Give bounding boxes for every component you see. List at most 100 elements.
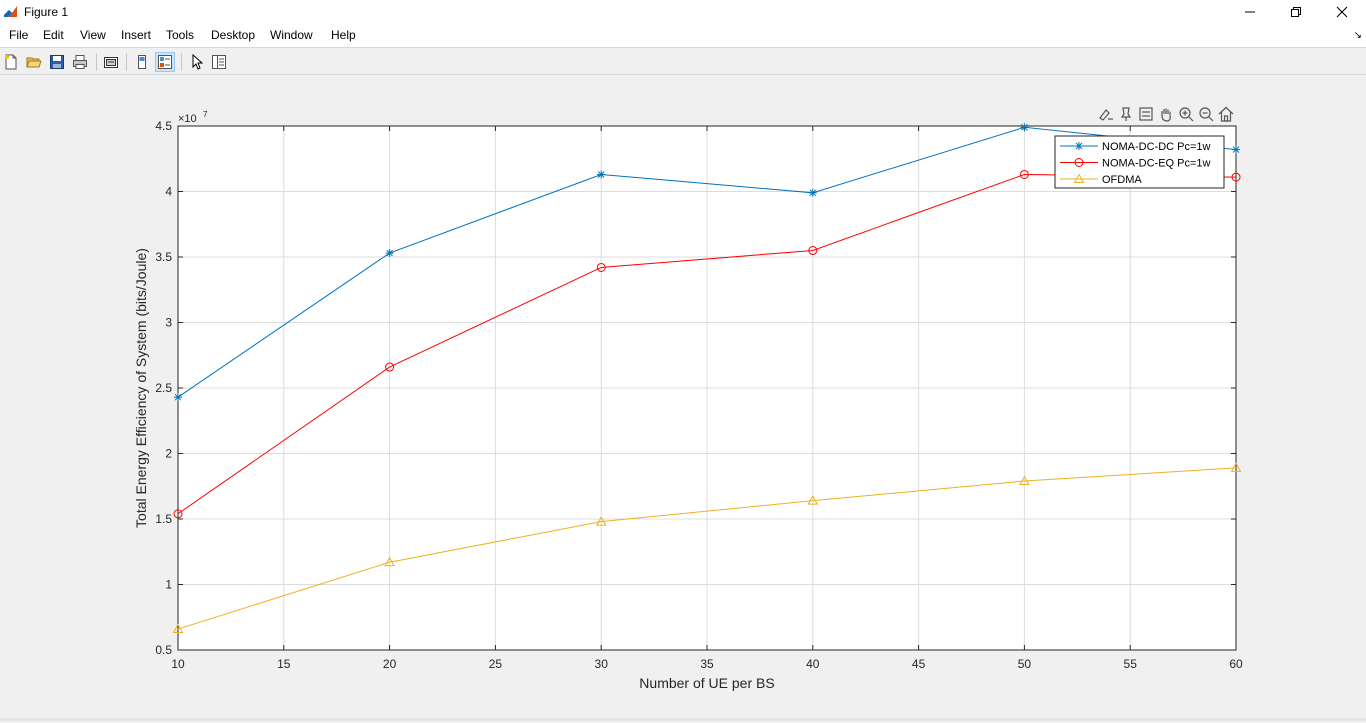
y-tick-label: 1 [165, 578, 172, 592]
menu-view[interactable]: View [80, 28, 106, 42]
menu-insert[interactable]: Insert [121, 28, 152, 42]
minimize-button[interactable] [1227, 0, 1273, 24]
series-line-2[interactable] [177, 467, 1237, 630]
menu-window[interactable]: Window [270, 28, 313, 42]
zoom-out-icon[interactable] [1199, 107, 1214, 122]
legend-toggle-icon-part [1139, 107, 1153, 121]
data-point-series-1 [385, 362, 395, 372]
data-point-series-1 [173, 509, 183, 519]
data-tips-icon[interactable] [1120, 107, 1132, 121]
x-tick-label: 20 [383, 657, 397, 671]
data-point-series-0 [174, 393, 182, 402]
legend-toggle-icon[interactable] [1139, 107, 1153, 121]
x-tick-label: 45 [912, 657, 926, 671]
y-axis-exponent-power: 7 [203, 110, 208, 119]
new-figure-button[interactable] [1, 52, 21, 72]
legend-marker-0 [1075, 142, 1083, 150]
data-point-series-2 [807, 495, 819, 505]
window-bottom-edge [0, 718, 1366, 721]
print-button[interactable] [70, 52, 90, 72]
menu-edit[interactable]: Edit [43, 28, 64, 42]
property-inspector-button[interactable] [209, 52, 229, 72]
zoom-out-icon-part [1199, 107, 1211, 119]
data-point-series-1 [808, 245, 818, 255]
x-tick-label: 40 [806, 657, 820, 671]
menu-overflow-arrow-icon[interactable]: ↘ [1353, 30, 1362, 41]
x-tick-label: 50 [1018, 657, 1032, 671]
y-tick-label: 1.5 [155, 512, 172, 526]
data-point-series-1 [596, 262, 606, 272]
marker-stroke [597, 171, 605, 178]
axes-box [177, 125, 1237, 651]
legend-label-1: NOMA-DC-EQ Pc=1w [1102, 158, 1211, 170]
legend-marker-1 [1074, 158, 1084, 167]
brush-icon[interactable] [1099, 109, 1113, 121]
toolbar-separator [126, 53, 127, 71]
marker-stroke [809, 189, 817, 197]
restore-view-icon[interactable] [1218, 106, 1234, 122]
show-plot-tools-button[interactable] [155, 52, 175, 72]
menu-tools[interactable]: Tools [166, 28, 195, 42]
figure-canvas: 10 15 20 25 30 35 40 45 50 55 60 0.5 1 1.5 2 2.5 3 3.5 4 4.… [0, 75, 1366, 718]
x-tick-label: 30 [595, 657, 609, 671]
data-point-series-0 [385, 249, 394, 258]
maximize-button[interactable] [1273, 0, 1319, 24]
window-title-bar: Figure 1 [0, 0, 1366, 24]
save-button[interactable] [47, 52, 67, 72]
matlab-app-icon [3, 4, 18, 19]
open-file-button[interactable] [24, 52, 44, 72]
menu-help[interactable]: Help [331, 28, 356, 42]
data-point-series-2 [1019, 475, 1030, 486]
pan-icon-part [1161, 108, 1171, 122]
property-inspector-icon [212, 55, 226, 69]
y-tick-label: 3.5 [155, 250, 172, 264]
link-plot-icon [104, 57, 118, 68]
y-tick-label: 4 [165, 185, 172, 199]
restore-view-icon-part [1218, 106, 1234, 115]
marker-stroke [1232, 146, 1240, 153]
data-point-series-0 [1020, 123, 1029, 132]
x-tick-label: 10 [171, 657, 185, 671]
x-tick-label: 60 [1229, 657, 1243, 671]
close-button[interactable] [1319, 0, 1365, 24]
y-axis-label: Total Energy Efficiency of System (bits/… [133, 248, 149, 528]
zoom-in-icon-part [1179, 107, 1191, 119]
data-point-series-0 [1232, 145, 1240, 154]
data-point-series-1 [1231, 172, 1241, 182]
pan-icon[interactable] [1161, 108, 1171, 122]
toolbar-separator [181, 53, 182, 71]
figure-toolbar [0, 47, 1366, 75]
brush-icon-part [1099, 109, 1110, 121]
data-point-series-2 [1230, 462, 1242, 472]
hide-plot-tools-icon [138, 55, 146, 69]
series-line-0[interactable] [177, 126, 1237, 398]
restore-icon [1291, 7, 1301, 17]
legend-marker-2 [1073, 173, 1085, 183]
zoom-in-icon[interactable] [1179, 107, 1194, 122]
data-tips-icon-part [1120, 107, 1132, 118]
restore-view-icon-part [1223, 115, 1229, 122]
legend[interactable]: NOMA-DC-DC Pc=1w NOMA-DC-EQ Pc=1w OFDMA [1054, 135, 1225, 189]
new-figure-icon [5, 54, 17, 70]
y-tick-label: 2.5 [155, 381, 172, 395]
marker-stroke [386, 249, 393, 257]
marker-stroke [1021, 123, 1028, 131]
link-plot-button[interactable] [101, 52, 121, 72]
legend-label-0: NOMA-DC-DC Pc=1w [1102, 141, 1211, 153]
open-file-icon [26, 57, 42, 68]
toolbar-separator [96, 53, 97, 71]
x-tick-label: 35 [700, 657, 714, 671]
y-tick-label: 0.5 [155, 643, 172, 657]
data-point-series-1 [1019, 169, 1029, 179]
zoom-in-icon-part [1188, 116, 1194, 122]
y-axis-exponent-label: ×10 [178, 113, 197, 125]
y-tick-label: 2 [165, 447, 172, 461]
edit-plot-button[interactable] [187, 52, 207, 72]
legend-label-2: OFDMA [1102, 174, 1142, 186]
x-tick-label: 55 [1124, 657, 1138, 671]
menu-desktop[interactable]: Desktop [211, 28, 256, 42]
hide-plot-tools-button[interactable] [132, 52, 152, 72]
close-icon [1336, 6, 1348, 18]
menu-file[interactable]: File [9, 28, 29, 42]
y-tick-label: 4.5 [155, 119, 172, 133]
